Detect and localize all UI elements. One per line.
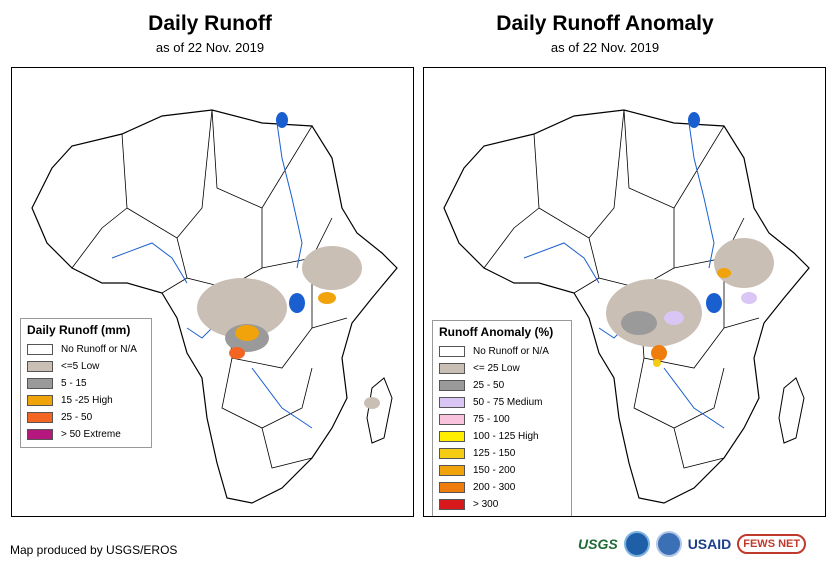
left-map-title: Daily Runoff bbox=[148, 12, 272, 35]
legend-label: > 50 Extreme bbox=[61, 429, 121, 440]
legend-swatch bbox=[27, 412, 53, 423]
legend-item: 50 - 75 Medium bbox=[439, 394, 565, 411]
legend-swatch bbox=[27, 378, 53, 389]
legend-item: 100 - 125 High bbox=[439, 428, 565, 445]
legend-label: 125 - 150 bbox=[473, 448, 516, 459]
legend-item: 75 - 100 bbox=[439, 411, 565, 428]
legend-item: 150 - 200 bbox=[439, 462, 565, 479]
legend-item: 5 - 15 bbox=[27, 375, 145, 392]
legend-swatch bbox=[439, 397, 465, 408]
legend-label: 100 - 125 High bbox=[473, 431, 539, 442]
legend-label: 5 - 15 bbox=[61, 378, 87, 389]
africa-map-right bbox=[443, 109, 810, 504]
legend-item: 125 - 150 bbox=[439, 445, 565, 462]
legend-swatch bbox=[27, 344, 53, 355]
right-map-title: Daily Runoff Anomaly bbox=[496, 12, 714, 35]
legend-label: 25 - 50 bbox=[473, 380, 505, 391]
usgs-logo: USGS bbox=[578, 536, 618, 552]
legend-item: 200 - 300 bbox=[439, 479, 565, 496]
legend-label: <= 25 Low bbox=[473, 363, 520, 374]
left-map-panel: Daily Runoff (mm) No Runoff or N/A <=5 L… bbox=[11, 67, 414, 517]
legend-item: <= 25 Low bbox=[439, 360, 565, 377]
legend-item: > 300 bbox=[439, 496, 565, 513]
legend-item: 25 - 50 bbox=[439, 377, 565, 394]
africa-map-left bbox=[31, 109, 398, 504]
legend-label: 200 - 300 bbox=[473, 482, 516, 493]
legend-label: 75 - 100 bbox=[473, 414, 510, 425]
legend-swatch bbox=[27, 429, 53, 440]
legend-swatch bbox=[439, 482, 465, 493]
legend-item: > 50 Extreme bbox=[27, 426, 145, 443]
usaid-logo: USAID bbox=[687, 536, 732, 552]
legend-label: No Runoff or N/A bbox=[61, 344, 137, 355]
legend-swatch bbox=[439, 431, 465, 442]
legend-label: 25 - 50 bbox=[61, 412, 93, 423]
legend-label: <=5 Low bbox=[61, 361, 100, 372]
legend-swatch bbox=[27, 361, 53, 372]
legend-swatch bbox=[439, 499, 465, 510]
right-legend: Runoff Anomaly (%) No Runoff or N/A <= 2… bbox=[432, 320, 572, 516]
legend-label: 50 - 75 Medium bbox=[473, 397, 543, 408]
legend-swatch bbox=[439, 448, 465, 459]
legend-label: 15 -25 High bbox=[61, 395, 113, 406]
legend-swatch bbox=[439, 414, 465, 425]
legend-swatch bbox=[27, 395, 53, 406]
legend-swatch bbox=[439, 380, 465, 391]
noaa-logo-icon bbox=[623, 531, 650, 557]
legend-label: 150 - 200 bbox=[473, 465, 516, 476]
legend-swatch bbox=[439, 363, 465, 374]
left-legend: Daily Runoff (mm) No Runoff or N/A <=5 L… bbox=[20, 318, 152, 448]
legend-swatch bbox=[439, 346, 465, 357]
left-map-subtitle: as of 22 Nov. 2019 bbox=[155, 40, 265, 55]
fewsnet-logo: FEWS NET bbox=[737, 534, 807, 554]
left-legend-title: Daily Runoff (mm) bbox=[27, 323, 131, 337]
legend-label: No Runoff or N/A bbox=[473, 346, 549, 357]
nasa-logo-icon bbox=[655, 531, 682, 557]
legend-label: > 300 bbox=[473, 499, 499, 510]
legend-item: <=5 Low bbox=[27, 358, 145, 375]
legend-item: 25 - 50 bbox=[27, 409, 145, 426]
partner-logos: USGS USAID FEWS NET bbox=[578, 526, 828, 562]
right-map-panel: Runoff Anomaly (%) No Runoff or N/A <= 2… bbox=[423, 67, 826, 517]
right-map-subtitle: as of 22 Nov. 2019 bbox=[550, 40, 660, 55]
legend-item: No Runoff or N/A bbox=[439, 343, 565, 360]
legend-item: No Runoff or N/A bbox=[27, 341, 145, 358]
map-credit: Map produced by USGS/EROS bbox=[10, 543, 178, 557]
right-legend-title: Runoff Anomaly (%) bbox=[439, 325, 554, 339]
legend-swatch bbox=[439, 465, 465, 476]
legend-item: 15 -25 High bbox=[27, 392, 145, 409]
